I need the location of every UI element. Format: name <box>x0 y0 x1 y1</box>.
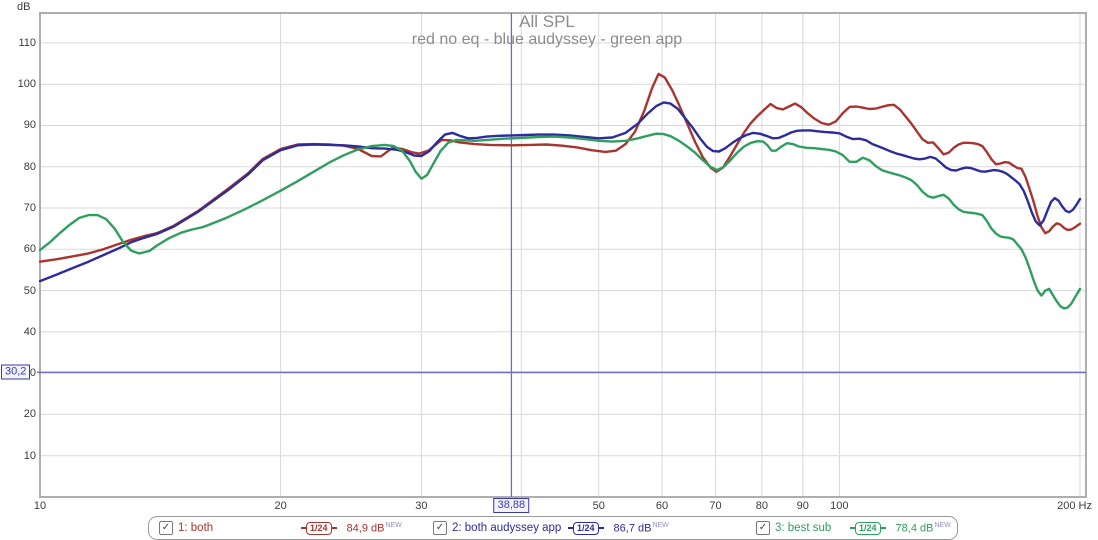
check-icon: ✓ <box>435 522 445 533</box>
legend-label-3: 3: best sub <box>775 522 832 534</box>
legend-value-1: 84,9 dBNEW <box>346 521 402 535</box>
new-badge: NEW <box>385 521 402 529</box>
chart-subtitle: red no eq - blue audyssey - green app <box>411 31 683 48</box>
legend-label-1: 1: both <box>178 522 214 534</box>
smoothing-badge-icon[interactable]: 1/24 <box>850 521 886 535</box>
legend-label-2: 2: both audyssey app <box>452 522 562 534</box>
legend-checkbox-2[interactable]: ✓ <box>433 521 447 535</box>
legend: ✓ 1: both 1/24 84,9 dBNEW ✓ 2: both audy… <box>148 516 958 540</box>
badge-dash <box>568 527 573 529</box>
smoothing-badge-icon[interactable]: 1/24 <box>568 521 604 535</box>
smoothing-badge-icon[interactable]: 1/24 <box>301 521 337 535</box>
legend-item-2-both-audyssey-app: ✓ 2: both audyssey app 1/24 86,7 dBNEW <box>433 517 669 539</box>
chart-title: All SPL <box>519 12 575 31</box>
new-badge: NEW <box>934 521 951 529</box>
legend-item-1-both: ✓ 1: both 1/24 84,9 dBNEW <box>159 517 402 539</box>
badge-dash <box>331 527 337 529</box>
legend-checkbox-3[interactable]: ✓ <box>756 521 770 535</box>
legend-checkbox-1[interactable]: ✓ <box>159 521 173 535</box>
smoothing-value: 1/24 <box>573 521 599 535</box>
cursor-frequency-readout: 38,88 <box>493 498 530 513</box>
legend-value-3: 78,4 dBNEW <box>895 521 951 535</box>
smoothing-value: 1/24 <box>306 521 332 535</box>
check-icon: ✓ <box>161 522 171 533</box>
check-icon: ✓ <box>758 522 768 533</box>
cursor-level-readout: 30,2 <box>1 364 31 380</box>
legend-item-3-best-sub: ✓ 3: best sub 1/24 78,4 dBNEW <box>756 517 951 539</box>
y-axis-unit-label: dB <box>17 1 31 13</box>
smoothing-value: 1/24 <box>855 521 881 535</box>
new-badge: NEW <box>652 521 669 529</box>
legend-value-2: 86,7 dBNEW <box>613 521 669 535</box>
badge-dash <box>598 527 604 529</box>
badge-dash <box>850 527 855 529</box>
badge-dash <box>301 527 306 529</box>
badge-dash <box>880 527 886 529</box>
